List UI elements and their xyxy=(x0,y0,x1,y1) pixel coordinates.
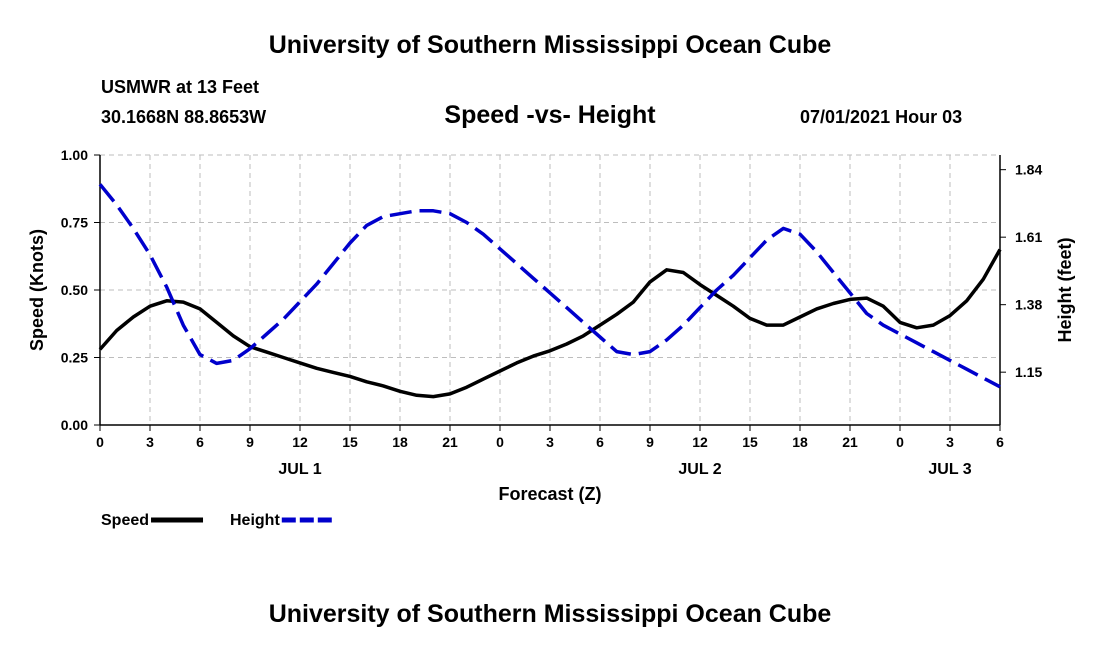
y-right-tick-label: 1.84 xyxy=(1015,162,1042,178)
x-tick-label: 15 xyxy=(342,434,358,450)
legend-label-speed: Speed xyxy=(101,512,149,529)
station-label: USMWR at 13 Feet xyxy=(101,77,260,97)
legend-label-height: Height xyxy=(230,512,280,529)
day-label: JUL 2 xyxy=(678,461,721,478)
x-tick-label: 21 xyxy=(442,434,458,450)
series-line-height xyxy=(98,183,1001,389)
y-right-tick-label: 1.38 xyxy=(1015,297,1042,313)
x-tick-label: 3 xyxy=(546,434,554,450)
x-tick-label: 18 xyxy=(792,434,808,450)
y-left-axis-title: Speed (Knots) xyxy=(27,229,47,351)
x-tick-label: 0 xyxy=(96,434,104,450)
x-axis-title: Forecast (Z) xyxy=(498,484,601,504)
footer-title: University of Southern Mississippi Ocean… xyxy=(268,600,832,628)
x-tick-label: 6 xyxy=(596,434,604,450)
x-tick-label: 15 xyxy=(742,434,758,450)
day-label: JUL 3 xyxy=(928,461,971,478)
x-tick-label: 9 xyxy=(246,434,254,450)
x-tick-label: 21 xyxy=(842,434,858,450)
x-tick-label: 18 xyxy=(392,434,408,450)
y-right-tick-label: 1.61 xyxy=(1015,229,1042,245)
y-left-tick-label: 1.00 xyxy=(61,147,88,163)
x-tick-label: 6 xyxy=(196,434,204,450)
coordinates-label: 30.1668N 88.8653W xyxy=(101,107,267,127)
x-tick-label: 3 xyxy=(146,434,154,450)
y-left-tick-label: 0.00 xyxy=(61,417,88,433)
x-tick-label: 0 xyxy=(496,434,504,450)
day-label: JUL 1 xyxy=(278,461,321,478)
x-tick-label: 3 xyxy=(946,434,954,450)
chart-title: Speed -vs- Height xyxy=(444,101,656,129)
x-tick-label: 12 xyxy=(292,434,308,450)
x-tick-label: 12 xyxy=(692,434,708,450)
y-right-axis-title: Height (feet) xyxy=(1055,238,1075,343)
y-right-tick-label: 1.15 xyxy=(1015,364,1042,380)
y-left-tick-label: 0.25 xyxy=(61,350,88,366)
x-tick-label: 6 xyxy=(996,434,1004,450)
y-left-tick-label: 0.50 xyxy=(61,282,88,298)
forecast-datetime: 07/01/2021 Hour 03 xyxy=(800,107,963,127)
page-title: University of Southern Mississippi Ocean… xyxy=(268,31,832,59)
y-left-tick-label: 0.75 xyxy=(61,215,88,231)
x-tick-label: 9 xyxy=(646,434,654,450)
x-tick-label: 0 xyxy=(896,434,904,450)
